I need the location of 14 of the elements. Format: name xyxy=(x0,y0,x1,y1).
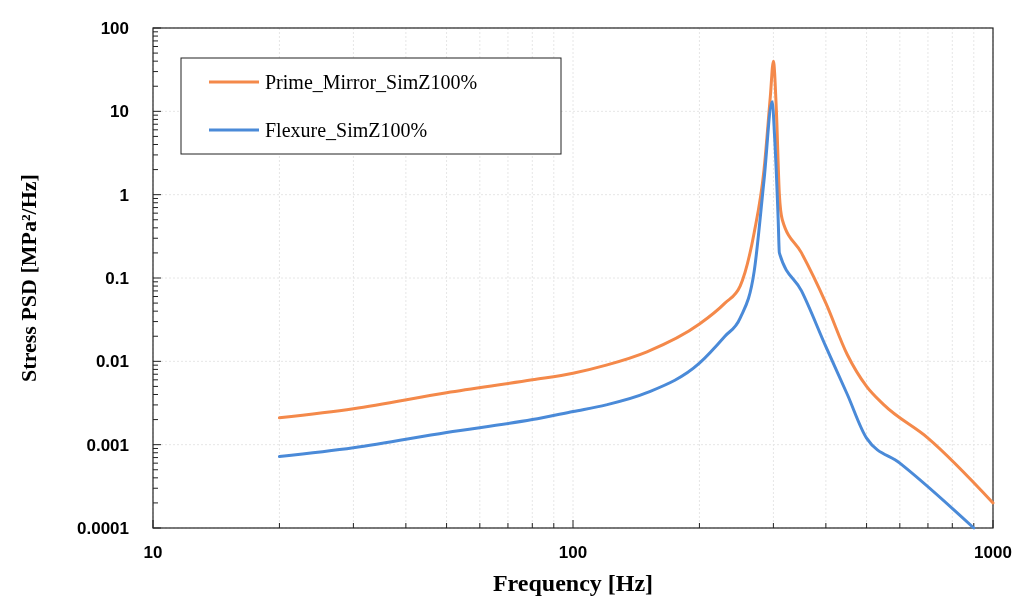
x-tick-label: 10 xyxy=(143,543,163,562)
y-axis-title: Stress PSD [MPa²/Hz] xyxy=(16,174,41,382)
y-tick-label: 1 xyxy=(119,185,129,205)
y-tick-label: 10 xyxy=(110,102,129,122)
x-tick-label: 1000 xyxy=(974,543,1012,562)
y-tick-label: 100 xyxy=(100,18,129,38)
x-axis-title: Frequency [Hz] xyxy=(492,570,654,596)
legend-label: Prime_Mirror_SimZ100% xyxy=(265,71,478,93)
y-tick-label: 0.0001 xyxy=(77,518,129,538)
legend-label: Flexure_SimZ100% xyxy=(265,119,428,141)
x-tick-label: 100 xyxy=(558,543,588,562)
y-tick-label: 0.1 xyxy=(105,268,129,288)
y-tick-label: 0.001 xyxy=(86,435,129,455)
y-tick-label: 0.01 xyxy=(95,352,129,372)
